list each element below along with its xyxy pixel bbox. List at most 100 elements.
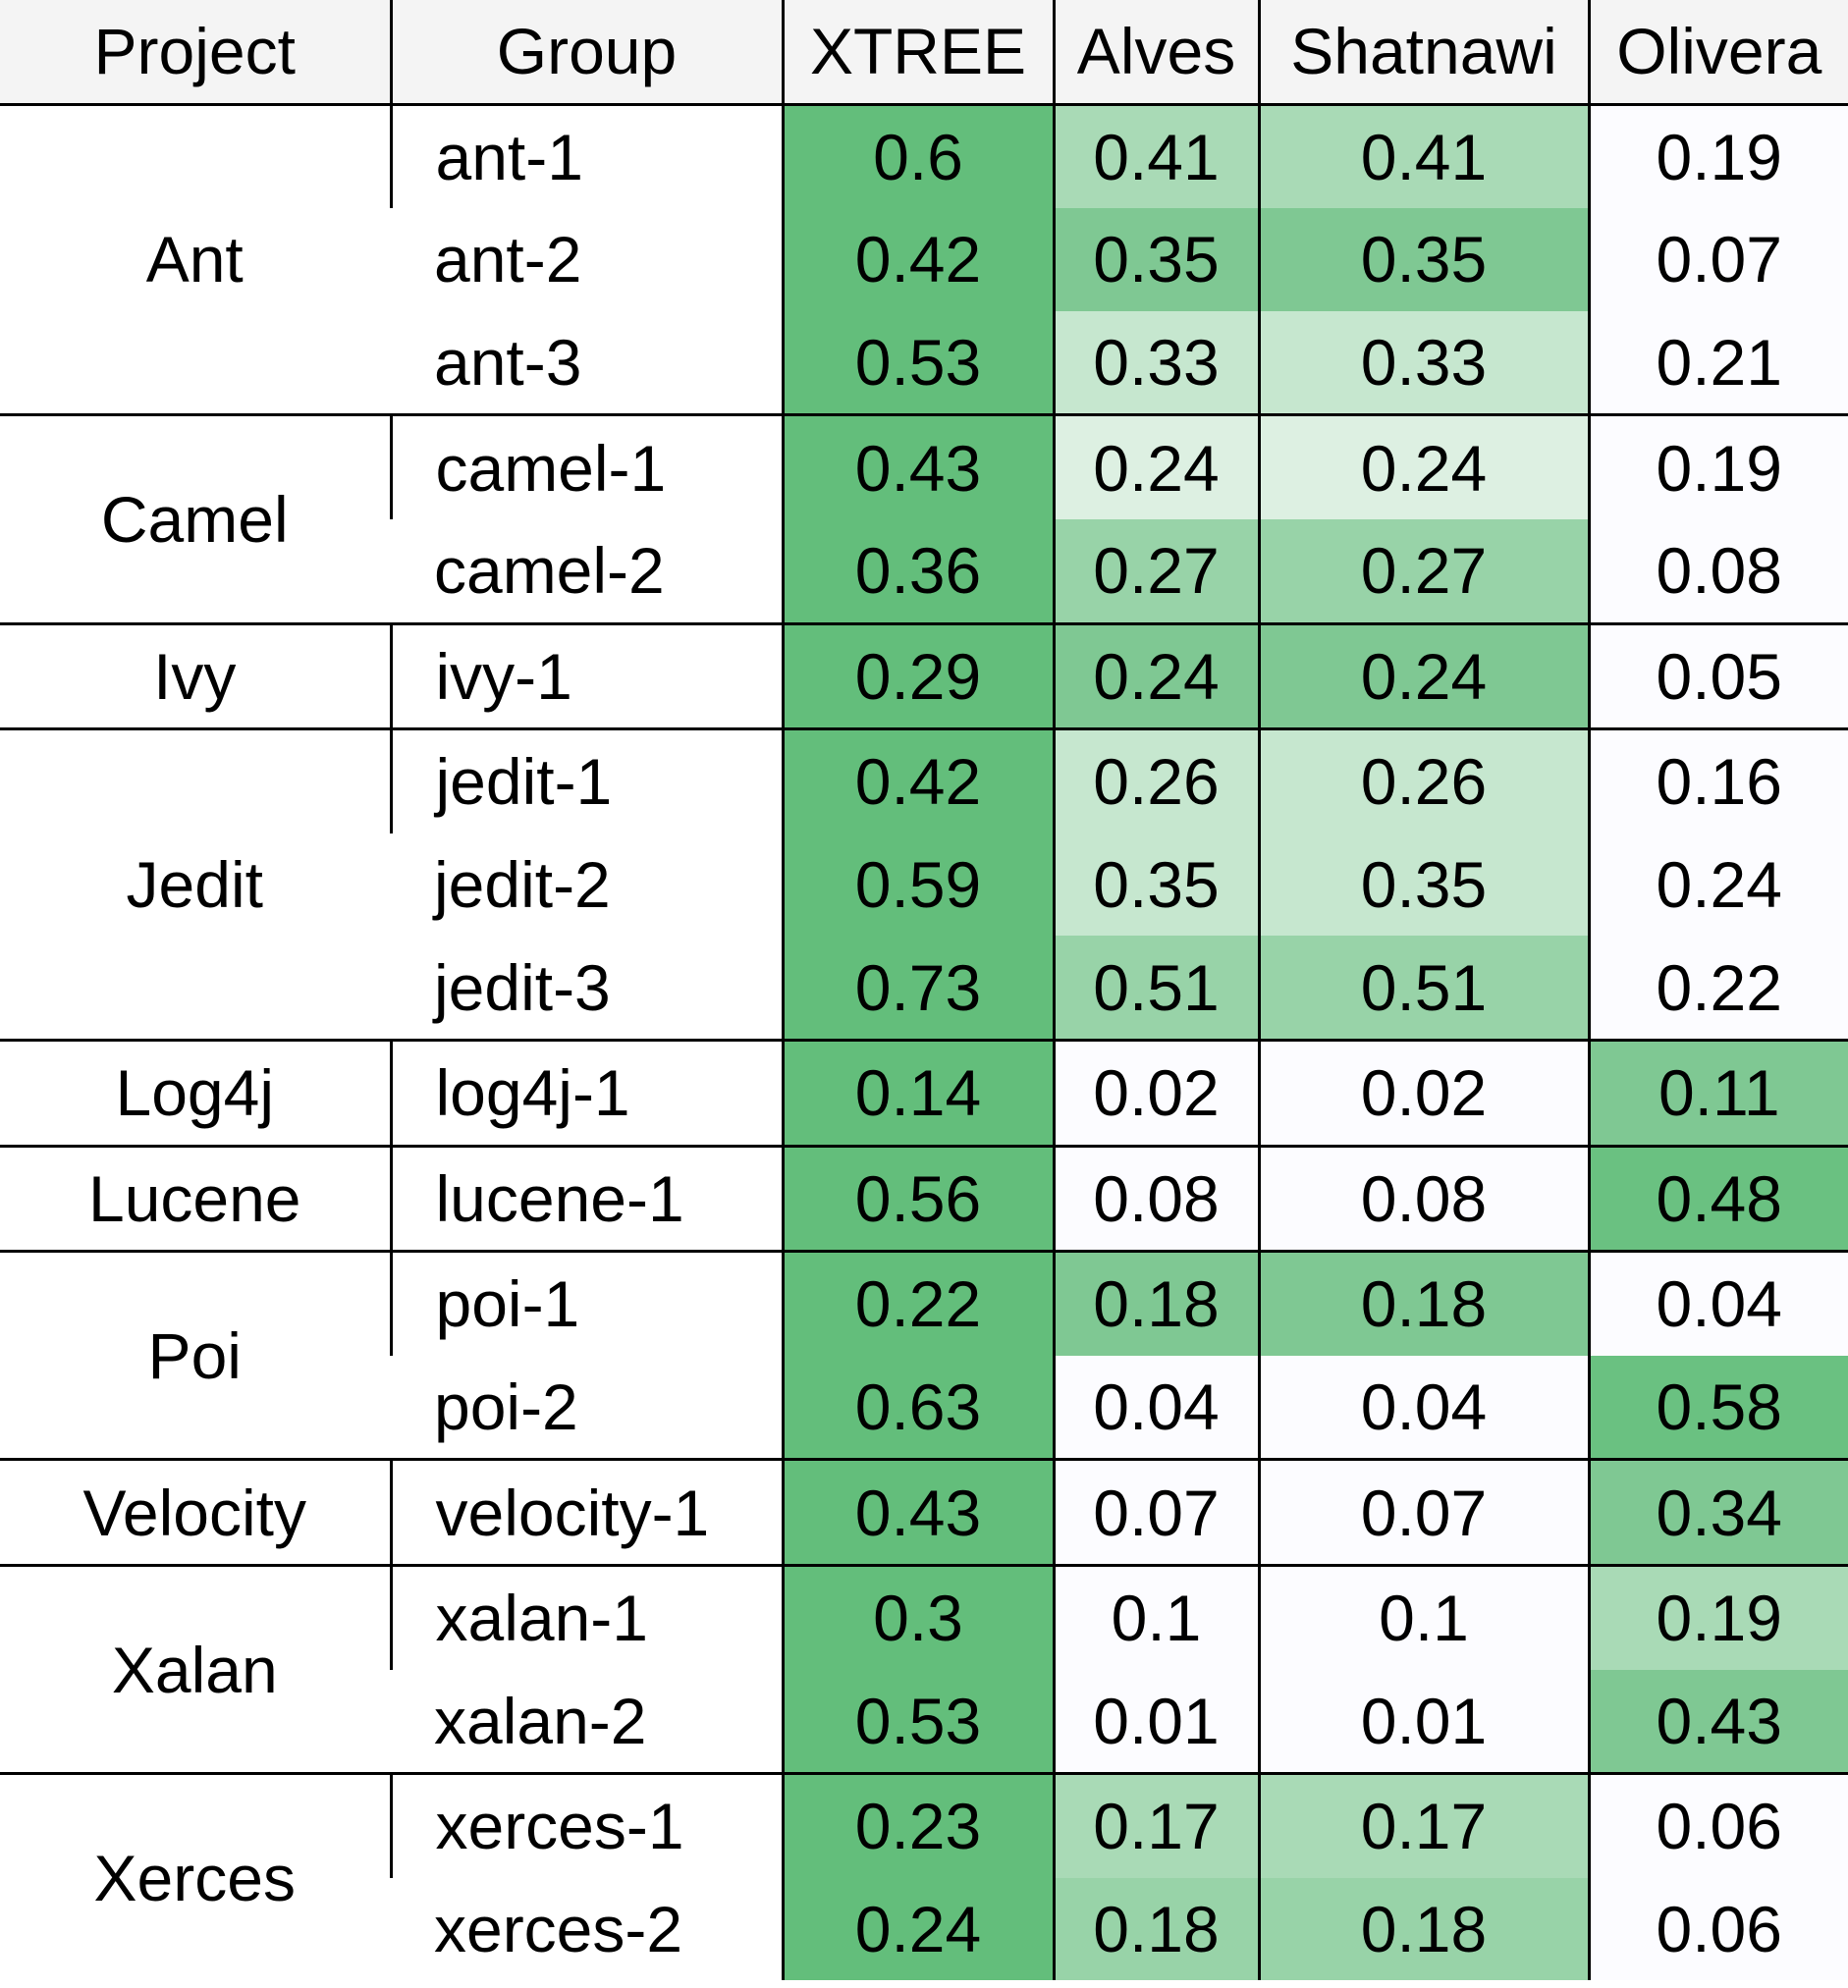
score-cell: 0.07: [1257, 1458, 1589, 1566]
table-row: Poi poi-1 0.22 0.18 0.18 0.04: [0, 1250, 1848, 1460]
score-cell: 0.16: [1587, 727, 1848, 833]
score-cell: 0.01: [1257, 1669, 1589, 1774]
score-cell: 0.19: [1587, 1563, 1848, 1670]
score-cell: 0.34: [1587, 1458, 1848, 1566]
group-cell: log4j-1: [389, 1038, 783, 1147]
group-cell: camel-2: [434, 534, 665, 608]
score-cell: 0.43: [1587, 1669, 1848, 1774]
project-cell: Poi: [0, 1250, 391, 1460]
score-cell: 0.08: [1052, 1144, 1259, 1252]
group-cell: velocity-1: [389, 1458, 783, 1566]
score-cell: 0.22: [1587, 936, 1848, 1041]
score-cell: 0.51: [1257, 936, 1589, 1041]
score-cell: 0.07: [1587, 208, 1848, 311]
score-cell: 0.6: [781, 104, 1054, 209]
score-cell: 0.02: [1257, 1038, 1589, 1147]
table-row: Velocity velocity-1 0.43 0.07 0.07 0.34: [0, 1458, 1848, 1566]
table-row: xerces-2 0.24 0.18 0.18 0.06: [0, 1877, 1848, 1981]
score-cell: 0.23: [781, 1772, 1054, 1878]
score-cell: 0.24: [1052, 621, 1259, 729]
score-cell: 0.24: [1257, 621, 1589, 729]
group-cell: ivy-1: [389, 621, 783, 729]
score-cell: 0.17: [1257, 1772, 1589, 1878]
score-cell: 0.11: [1587, 1038, 1848, 1147]
project-cell: Jedit: [0, 727, 391, 1041]
score-cell: 0.22: [781, 1250, 1054, 1356]
score-cell: 0.14: [781, 1038, 1054, 1147]
score-cell: 0.48: [1587, 1144, 1848, 1252]
table-row: Jedit jedit-1 0.42 0.26 0.26 0.16: [0, 727, 1848, 1041]
table-row: camel-2 0.36 0.27 0.27 0.08: [0, 518, 1848, 624]
score-cell: 0.42: [781, 208, 1054, 311]
column-header: Project: [0, 0, 391, 106]
score-cell: 0.1: [1257, 1563, 1589, 1670]
column-header: Alves: [1052, 0, 1259, 106]
group-cell: poi-1: [389, 1250, 783, 1356]
project-cell: Velocity: [0, 1458, 391, 1566]
group-cell: jedit-1: [389, 727, 783, 833]
score-cell: 0.24: [781, 1877, 1054, 1981]
score-cell: 0.35: [1052, 833, 1259, 937]
group-cell: poi-2: [434, 1370, 578, 1444]
score-cell: 0.04: [1257, 1355, 1589, 1460]
score-cell: 0.1: [1052, 1563, 1259, 1670]
table-row: jedit-3 0.73 0.51 0.51 0.22: [0, 936, 1848, 1041]
score-cell: 0.35: [1257, 208, 1589, 311]
table-row: Ant ant-1 0.6 0.41 0.41 0.19: [0, 104, 1848, 296]
group-cell: jedit-3: [434, 950, 611, 1024]
score-cell: 0.21: [1587, 310, 1848, 415]
score-cell: 0.08: [1257, 1144, 1589, 1252]
score-cell: 0.05: [1587, 621, 1848, 729]
score-cell: 0.24: [1052, 413, 1259, 519]
group-cell: xerces-1: [389, 1772, 783, 1878]
score-cell: 0.43: [781, 1458, 1054, 1566]
group-cell: xalan-2: [434, 1684, 647, 1757]
score-cell: 0.18: [1052, 1877, 1259, 1981]
score-cell: 0.33: [1257, 310, 1589, 415]
score-cell: 0.42: [781, 727, 1054, 833]
score-cell: 0.08: [1587, 518, 1848, 624]
score-cell: 0.07: [1052, 1458, 1259, 1566]
group-cell: xerces-2: [434, 1892, 683, 1965]
group-cell: ant-2: [434, 223, 582, 296]
project-cell: Xalan: [0, 1563, 391, 1774]
score-cell: 0.24: [1587, 833, 1848, 937]
group-cell: ant-3: [434, 326, 582, 400]
column-header: Shatnawi: [1257, 0, 1589, 106]
group-cell: jedit-2: [434, 848, 611, 922]
score-cell: 0.06: [1587, 1772, 1848, 1878]
project-cell: Lucene: [0, 1144, 391, 1252]
score-cell: 0.19: [1587, 413, 1848, 519]
score-cell: 0.18: [1052, 1250, 1259, 1356]
score-cell: 0.01: [1052, 1669, 1259, 1774]
score-cell: 0.41: [1052, 104, 1259, 209]
table-row: Log4j log4j-1 0.14 0.02 0.02 0.11: [0, 1038, 1848, 1147]
project-cell: Log4j: [0, 1038, 391, 1147]
group-cell: xalan-1: [389, 1563, 783, 1670]
score-cell: 0.63: [781, 1355, 1054, 1460]
score-cell: 0.36: [781, 518, 1054, 624]
score-cell: 0.53: [781, 310, 1054, 415]
table-row: jedit-2 0.59 0.35 0.35 0.24: [0, 833, 1848, 937]
score-cell: 0.04: [1052, 1355, 1259, 1460]
score-cell: 0.35: [1257, 833, 1589, 937]
group-cell: camel-1: [389, 413, 783, 519]
score-cell: 0.18: [1257, 1877, 1589, 1981]
score-cell: 0.3: [781, 1563, 1054, 1670]
score-cell: 0.33: [1052, 310, 1259, 415]
score-cell: 0.19: [1587, 104, 1848, 209]
column-header: Group: [389, 0, 783, 106]
header-row: Project Group XTREE Alves Shatnawi Olivera: [0, 0, 1848, 106]
score-cell: 0.06: [1587, 1877, 1848, 1981]
table-row: Lucene lucene-1 0.56 0.08 0.08 0.48: [0, 1144, 1848, 1252]
score-cell: 0.26: [1257, 727, 1589, 833]
score-cell: 0.51: [1052, 936, 1259, 1041]
score-cell: 0.59: [781, 833, 1054, 937]
score-cell: 0.27: [1257, 518, 1589, 624]
score-cell: 0.29: [781, 621, 1054, 729]
score-cell: 0.41: [1257, 104, 1589, 209]
project-cell: Ivy: [0, 621, 391, 729]
group-cell: ant-1: [389, 104, 783, 209]
score-cell: 0.53: [781, 1669, 1054, 1774]
score-cell: 0.27: [1052, 518, 1259, 624]
